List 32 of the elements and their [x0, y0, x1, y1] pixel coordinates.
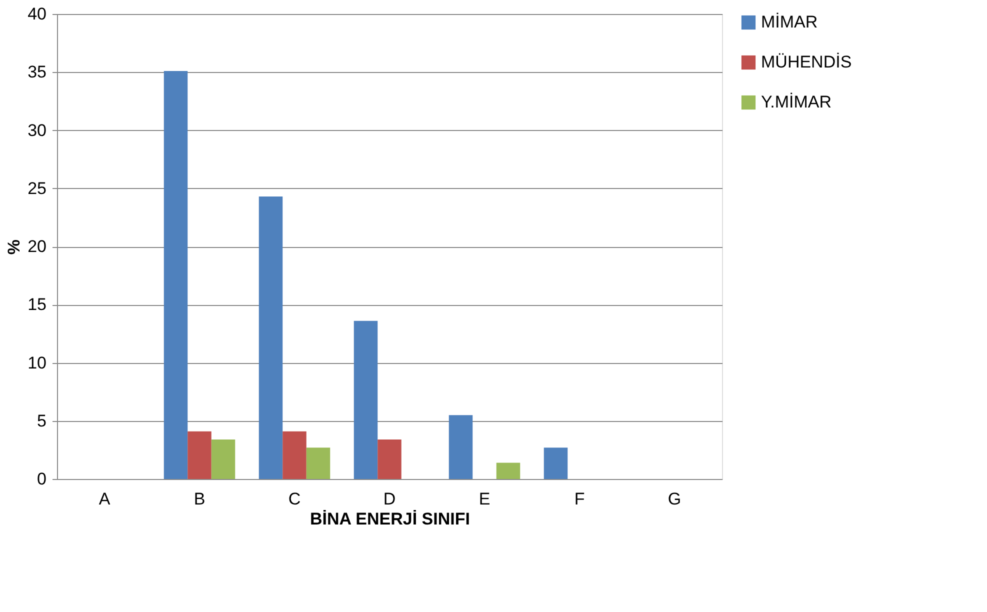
bar: [164, 70, 188, 479]
legend-label: Y.MİMAR: [761, 92, 832, 112]
x-tick-label: D: [383, 490, 396, 508]
y-tick-label: 15: [28, 295, 46, 314]
bar: [306, 448, 330, 479]
y-axis-title: %: [4, 239, 24, 255]
x-tick-label: F: [574, 490, 585, 508]
x-axis-title: BİNA ENERJİ SINIFI: [310, 510, 470, 528]
legend-label: MİMAR: [761, 12, 818, 32]
y-tick-label: 35: [28, 62, 46, 82]
x-tick-label: B: [194, 490, 206, 508]
y-tick-label: 30: [28, 120, 46, 140]
x-tick-label: E: [478, 490, 490, 508]
bar: [496, 462, 520, 479]
y-tick-label: 10: [28, 353, 46, 372]
x-tick-label: C: [288, 490, 301, 508]
bar: [188, 431, 212, 479]
bar: [448, 415, 473, 479]
x-tick-label: A: [98, 490, 111, 508]
x-tick-label: G: [668, 490, 682, 508]
bar: [258, 196, 283, 479]
y-tick-label: 40: [28, 4, 46, 24]
legend-label: MÜHENDİS: [761, 52, 852, 72]
bar: [282, 431, 306, 479]
bar: [544, 448, 568, 479]
bar: [378, 439, 402, 479]
y-tick-label: 0: [37, 470, 46, 488]
bar: [354, 320, 378, 479]
y-tick-label: 5: [37, 411, 46, 430]
y-tick-label: 20: [28, 237, 46, 256]
y-tick-label: 25: [28, 178, 46, 198]
bar: [211, 439, 236, 479]
